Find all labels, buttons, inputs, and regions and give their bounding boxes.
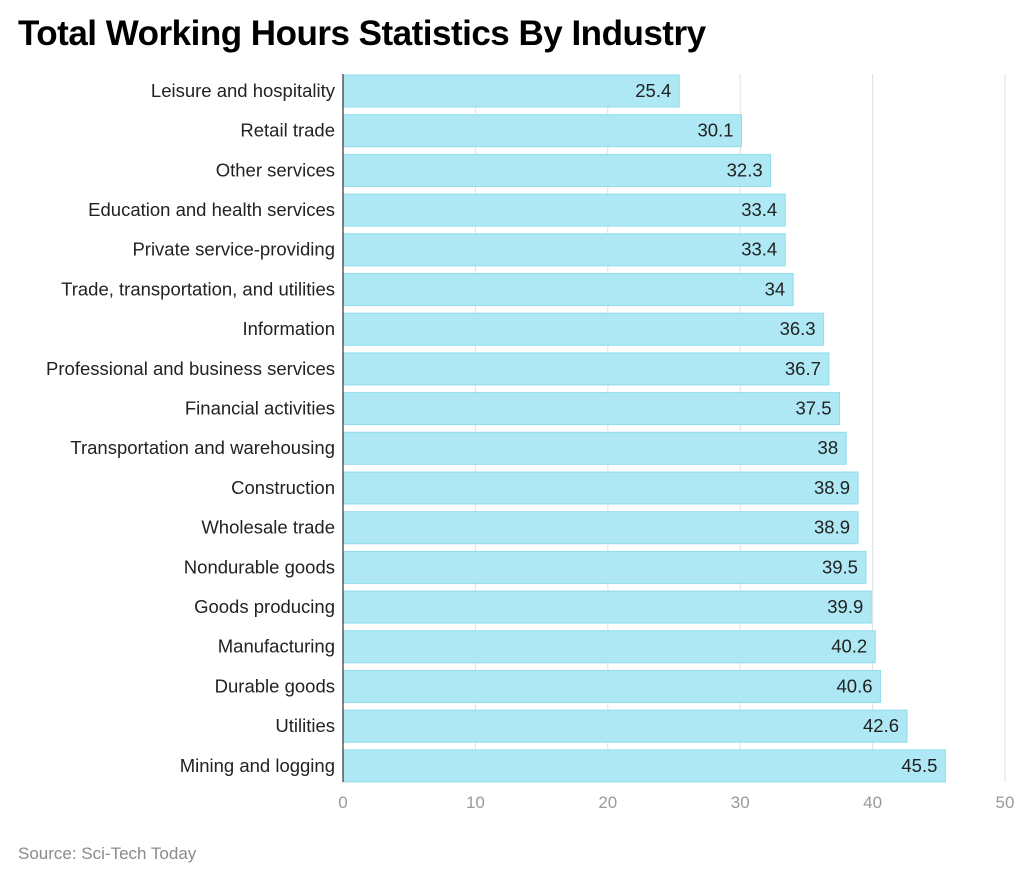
bar [342, 114, 743, 148]
category-label: Financial activities [185, 397, 335, 418]
x-tick-label: 30 [731, 793, 750, 812]
data-label: 25.4 [635, 80, 671, 101]
chart-title: Total Working Hours Statistics By Indust… [18, 14, 706, 53]
x-tick-label: 20 [598, 793, 617, 812]
category-label: Utilities [275, 715, 335, 736]
data-label: 34 [765, 278, 786, 299]
bar [342, 550, 867, 584]
data-label: 42.6 [863, 715, 899, 736]
category-label: Retail trade [240, 120, 335, 141]
bar [342, 511, 859, 545]
x-tick-label: 0 [338, 793, 347, 812]
category-label: Mining and logging [180, 755, 335, 776]
category-label: Trade, transportation, and utilities [61, 278, 335, 299]
category-label: Manufacturing [218, 636, 335, 657]
bar [342, 74, 680, 108]
category-label: Durable goods [215, 675, 335, 696]
data-label: 33.4 [741, 199, 777, 220]
data-label: 39.5 [822, 556, 858, 577]
data-label: 32.3 [727, 159, 763, 180]
data-label: 38 [818, 437, 839, 458]
data-label: 40.2 [831, 636, 867, 657]
data-label: 40.6 [837, 675, 873, 696]
data-label: 38.9 [814, 517, 850, 538]
data-label: 30.1 [698, 120, 734, 141]
data-label: 36.3 [780, 318, 816, 339]
bar [342, 709, 908, 743]
category-label: Private service-providing [132, 239, 335, 260]
data-label: 38.9 [814, 477, 850, 498]
x-tick-label: 50 [996, 793, 1015, 812]
bar [342, 630, 876, 664]
source-note: Source: Sci-Tech Today [18, 844, 197, 863]
category-label: Construction [231, 477, 335, 498]
x-tick-label: 10 [466, 793, 485, 812]
bar [342, 153, 772, 187]
bar [342, 273, 794, 306]
data-label: 39.9 [827, 596, 863, 617]
x-tick-label: 40 [863, 793, 882, 812]
category-label: Transportation and warehousing [70, 437, 335, 458]
data-label: 37.5 [795, 397, 831, 418]
category-label: Leisure and hospitality [151, 80, 336, 101]
data-label: 33.4 [741, 239, 777, 260]
category-label: Other services [216, 159, 335, 180]
data-label: 45.5 [901, 755, 937, 776]
data-label: 36.7 [785, 358, 821, 379]
category-label: Goods producing [194, 596, 335, 617]
bar [342, 233, 786, 267]
category-label: Wholesale trade [201, 517, 335, 538]
bar [342, 352, 830, 386]
bar [342, 312, 825, 346]
bar [342, 590, 872, 624]
category-label: Education and health services [88, 199, 335, 220]
bar [342, 471, 859, 505]
bar [342, 749, 946, 783]
bar [342, 193, 786, 227]
category-label: Information [242, 318, 335, 339]
bar [342, 431, 847, 465]
bar [342, 670, 882, 703]
category-label: Nondurable goods [184, 556, 335, 577]
bar [342, 392, 840, 426]
category-label: Professional and business services [46, 358, 335, 379]
